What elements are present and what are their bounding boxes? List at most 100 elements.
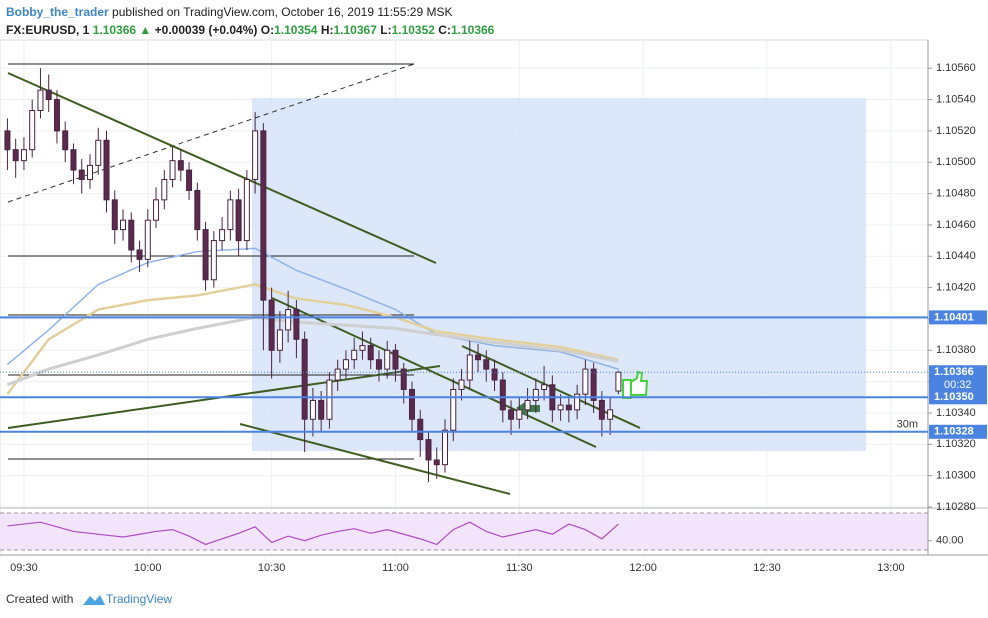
marks [0, 68, 928, 546]
y-tick-label: 1.10300 [936, 470, 976, 482]
candle-body [37, 89, 44, 112]
candle-body [499, 379, 506, 411]
moving-average [6, 247, 619, 370]
candle-body [20, 149, 27, 162]
published: published on TradingView.com, October 16… [112, 5, 453, 19]
candle-body [367, 345, 374, 361]
candle-body [565, 404, 572, 411]
candle-body [177, 160, 184, 171]
candle-body [293, 309, 300, 340]
o-label: O: [260, 23, 275, 37]
y-tick-label: 1.10320 [936, 438, 976, 450]
created-with: Created with [6, 592, 73, 606]
candle-body [442, 429, 449, 466]
candle-body [450, 388, 457, 431]
candle-body [598, 399, 605, 420]
candle-body [45, 89, 52, 101]
candle-body [524, 399, 531, 411]
candle-body [128, 219, 135, 251]
high: 1.10367 [333, 23, 377, 37]
x-tick-label: 10:00 [134, 562, 162, 574]
header-line: Bobby_the_trader published on TradingVie… [6, 5, 453, 19]
brand[interactable]: TradingView [106, 592, 172, 606]
candle-body [375, 359, 382, 370]
range-box [252, 98, 866, 451]
y-tick-label: 1.10420 [936, 282, 976, 294]
rsi-line [7, 521, 619, 546]
candle-body [103, 139, 110, 201]
labels: 1.102801.103001.103201.103401.103601.103… [10, 62, 987, 574]
candle-body [4, 130, 11, 151]
candle-body [541, 384, 548, 390]
level-label-box [929, 424, 987, 439]
candle-body [433, 459, 440, 466]
candle-body [408, 388, 415, 420]
candle-body [458, 379, 465, 390]
candle-body [326, 379, 333, 420]
candle-body [153, 199, 160, 221]
moving-average [6, 283, 619, 395]
candle-body [260, 130, 267, 301]
candle-body [268, 299, 275, 351]
y-tick-label: 1.10560 [936, 62, 976, 74]
trendline [7, 72, 437, 264]
x-tick-label: 12:30 [753, 562, 781, 574]
level-label: 1.10350 [934, 391, 974, 403]
candle-body [120, 219, 127, 231]
candle-body [425, 439, 432, 461]
y-tick-label: 1.10340 [936, 407, 976, 419]
ticker-line: FX:EURUSD, 1 1.10366 ▲ +0.00039 (+0.04%)… [6, 23, 494, 37]
h-label: H: [320, 23, 334, 37]
candle-body [136, 249, 143, 260]
candle-body [186, 169, 193, 191]
candle-body [219, 229, 226, 242]
y-tick-label: 1.10540 [936, 93, 976, 105]
x-tick-label: 10:30 [258, 562, 286, 574]
candle-body [276, 329, 283, 351]
candle-body [400, 368, 407, 390]
candle-body [194, 189, 201, 231]
author[interactable]: Bobby_the_trader [6, 5, 109, 19]
close: 1.10366 [450, 23, 495, 37]
symbol: FX:EURUSD, 1 [6, 23, 90, 37]
candle-body [95, 139, 102, 166]
candle-body [384, 349, 391, 370]
candle-body [342, 359, 349, 370]
candle-body [252, 130, 259, 180]
candle-body [516, 409, 523, 420]
y-tick-label: 1.10500 [936, 156, 976, 168]
trendline [239, 423, 511, 495]
last-price-label: 1.10366 [934, 366, 974, 378]
candle-body [235, 199, 242, 242]
candle-body [417, 418, 424, 441]
candle-body [557, 404, 564, 411]
candle-body [12, 149, 19, 162]
candle-body [615, 371, 622, 392]
candle-body [351, 349, 358, 361]
candle-body [210, 240, 217, 281]
candle-body [334, 368, 341, 381]
candle-body [86, 164, 93, 180]
y-tick-label: 1.10440 [936, 250, 976, 262]
candle-body [607, 409, 614, 420]
price: 1.10366 [92, 23, 137, 37]
rsi-band [0, 513, 928, 550]
level-label: 1.10328 [934, 426, 974, 438]
x-tick-label: 11:00 [382, 562, 409, 574]
level-label-box [929, 390, 987, 405]
x-tick-label: 13:00 [877, 562, 905, 574]
level-label: 1.10401 [934, 311, 974, 323]
countdown: 00:32 [944, 379, 972, 391]
drawings [0, 40, 988, 556]
candle-body [78, 169, 85, 180]
candle-body [392, 349, 399, 370]
candle-body [359, 345, 366, 351]
candle-body [285, 309, 292, 331]
candle-body [483, 359, 490, 370]
y-tick-label: 1.10380 [936, 344, 976, 356]
tv-logo [83, 595, 105, 605]
y-tick-label: 1.10460 [936, 219, 976, 231]
low: 1.10352 [391, 23, 435, 37]
